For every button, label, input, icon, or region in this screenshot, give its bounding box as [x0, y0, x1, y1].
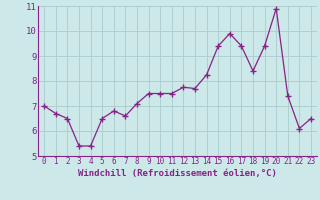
X-axis label: Windchill (Refroidissement éolien,°C): Windchill (Refroidissement éolien,°C) [78, 169, 277, 178]
